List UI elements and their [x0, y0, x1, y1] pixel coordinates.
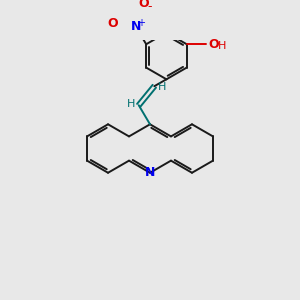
Text: O: O	[208, 38, 219, 51]
Text: -: -	[147, 0, 152, 13]
Text: H: H	[158, 82, 166, 92]
Text: +: +	[137, 18, 145, 28]
Text: O: O	[138, 0, 149, 10]
Text: H: H	[127, 99, 135, 110]
Text: O: O	[107, 17, 118, 30]
Text: N: N	[130, 20, 141, 33]
Text: N: N	[145, 166, 155, 179]
Text: H: H	[218, 41, 226, 51]
